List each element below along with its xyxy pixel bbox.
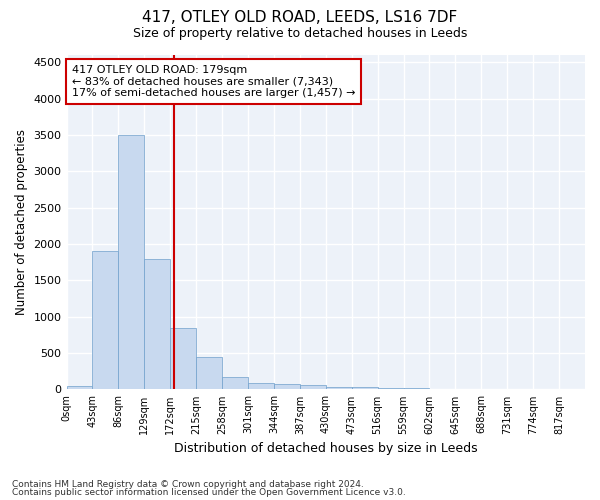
Bar: [300, 386, 326, 390]
Bar: [222, 376, 248, 390]
Bar: [481, 389, 507, 390]
Bar: [118, 135, 145, 390]
Bar: [352, 387, 377, 390]
Bar: [430, 388, 455, 390]
Bar: [170, 328, 196, 390]
Text: Contains public sector information licensed under the Open Government Licence v3: Contains public sector information licen…: [12, 488, 406, 497]
Text: Size of property relative to detached houses in Leeds: Size of property relative to detached ho…: [133, 28, 467, 40]
Bar: [326, 386, 352, 390]
Bar: [145, 258, 170, 390]
Text: 417 OTLEY OLD ROAD: 179sqm
← 83% of detached houses are smaller (7,343)
17% of s: 417 OTLEY OLD ROAD: 179sqm ← 83% of deta…: [72, 65, 355, 98]
Text: Contains HM Land Registry data © Crown copyright and database right 2024.: Contains HM Land Registry data © Crown c…: [12, 480, 364, 489]
X-axis label: Distribution of detached houses by size in Leeds: Distribution of detached houses by size …: [174, 442, 478, 455]
Bar: [248, 383, 274, 390]
Bar: [274, 384, 300, 390]
Bar: [404, 388, 430, 390]
Bar: [92, 252, 118, 390]
Bar: [377, 388, 404, 390]
Bar: [196, 356, 222, 390]
Y-axis label: Number of detached properties: Number of detached properties: [15, 129, 28, 315]
Bar: [67, 386, 92, 390]
Bar: [455, 388, 481, 390]
Text: 417, OTLEY OLD ROAD, LEEDS, LS16 7DF: 417, OTLEY OLD ROAD, LEEDS, LS16 7DF: [142, 10, 458, 25]
